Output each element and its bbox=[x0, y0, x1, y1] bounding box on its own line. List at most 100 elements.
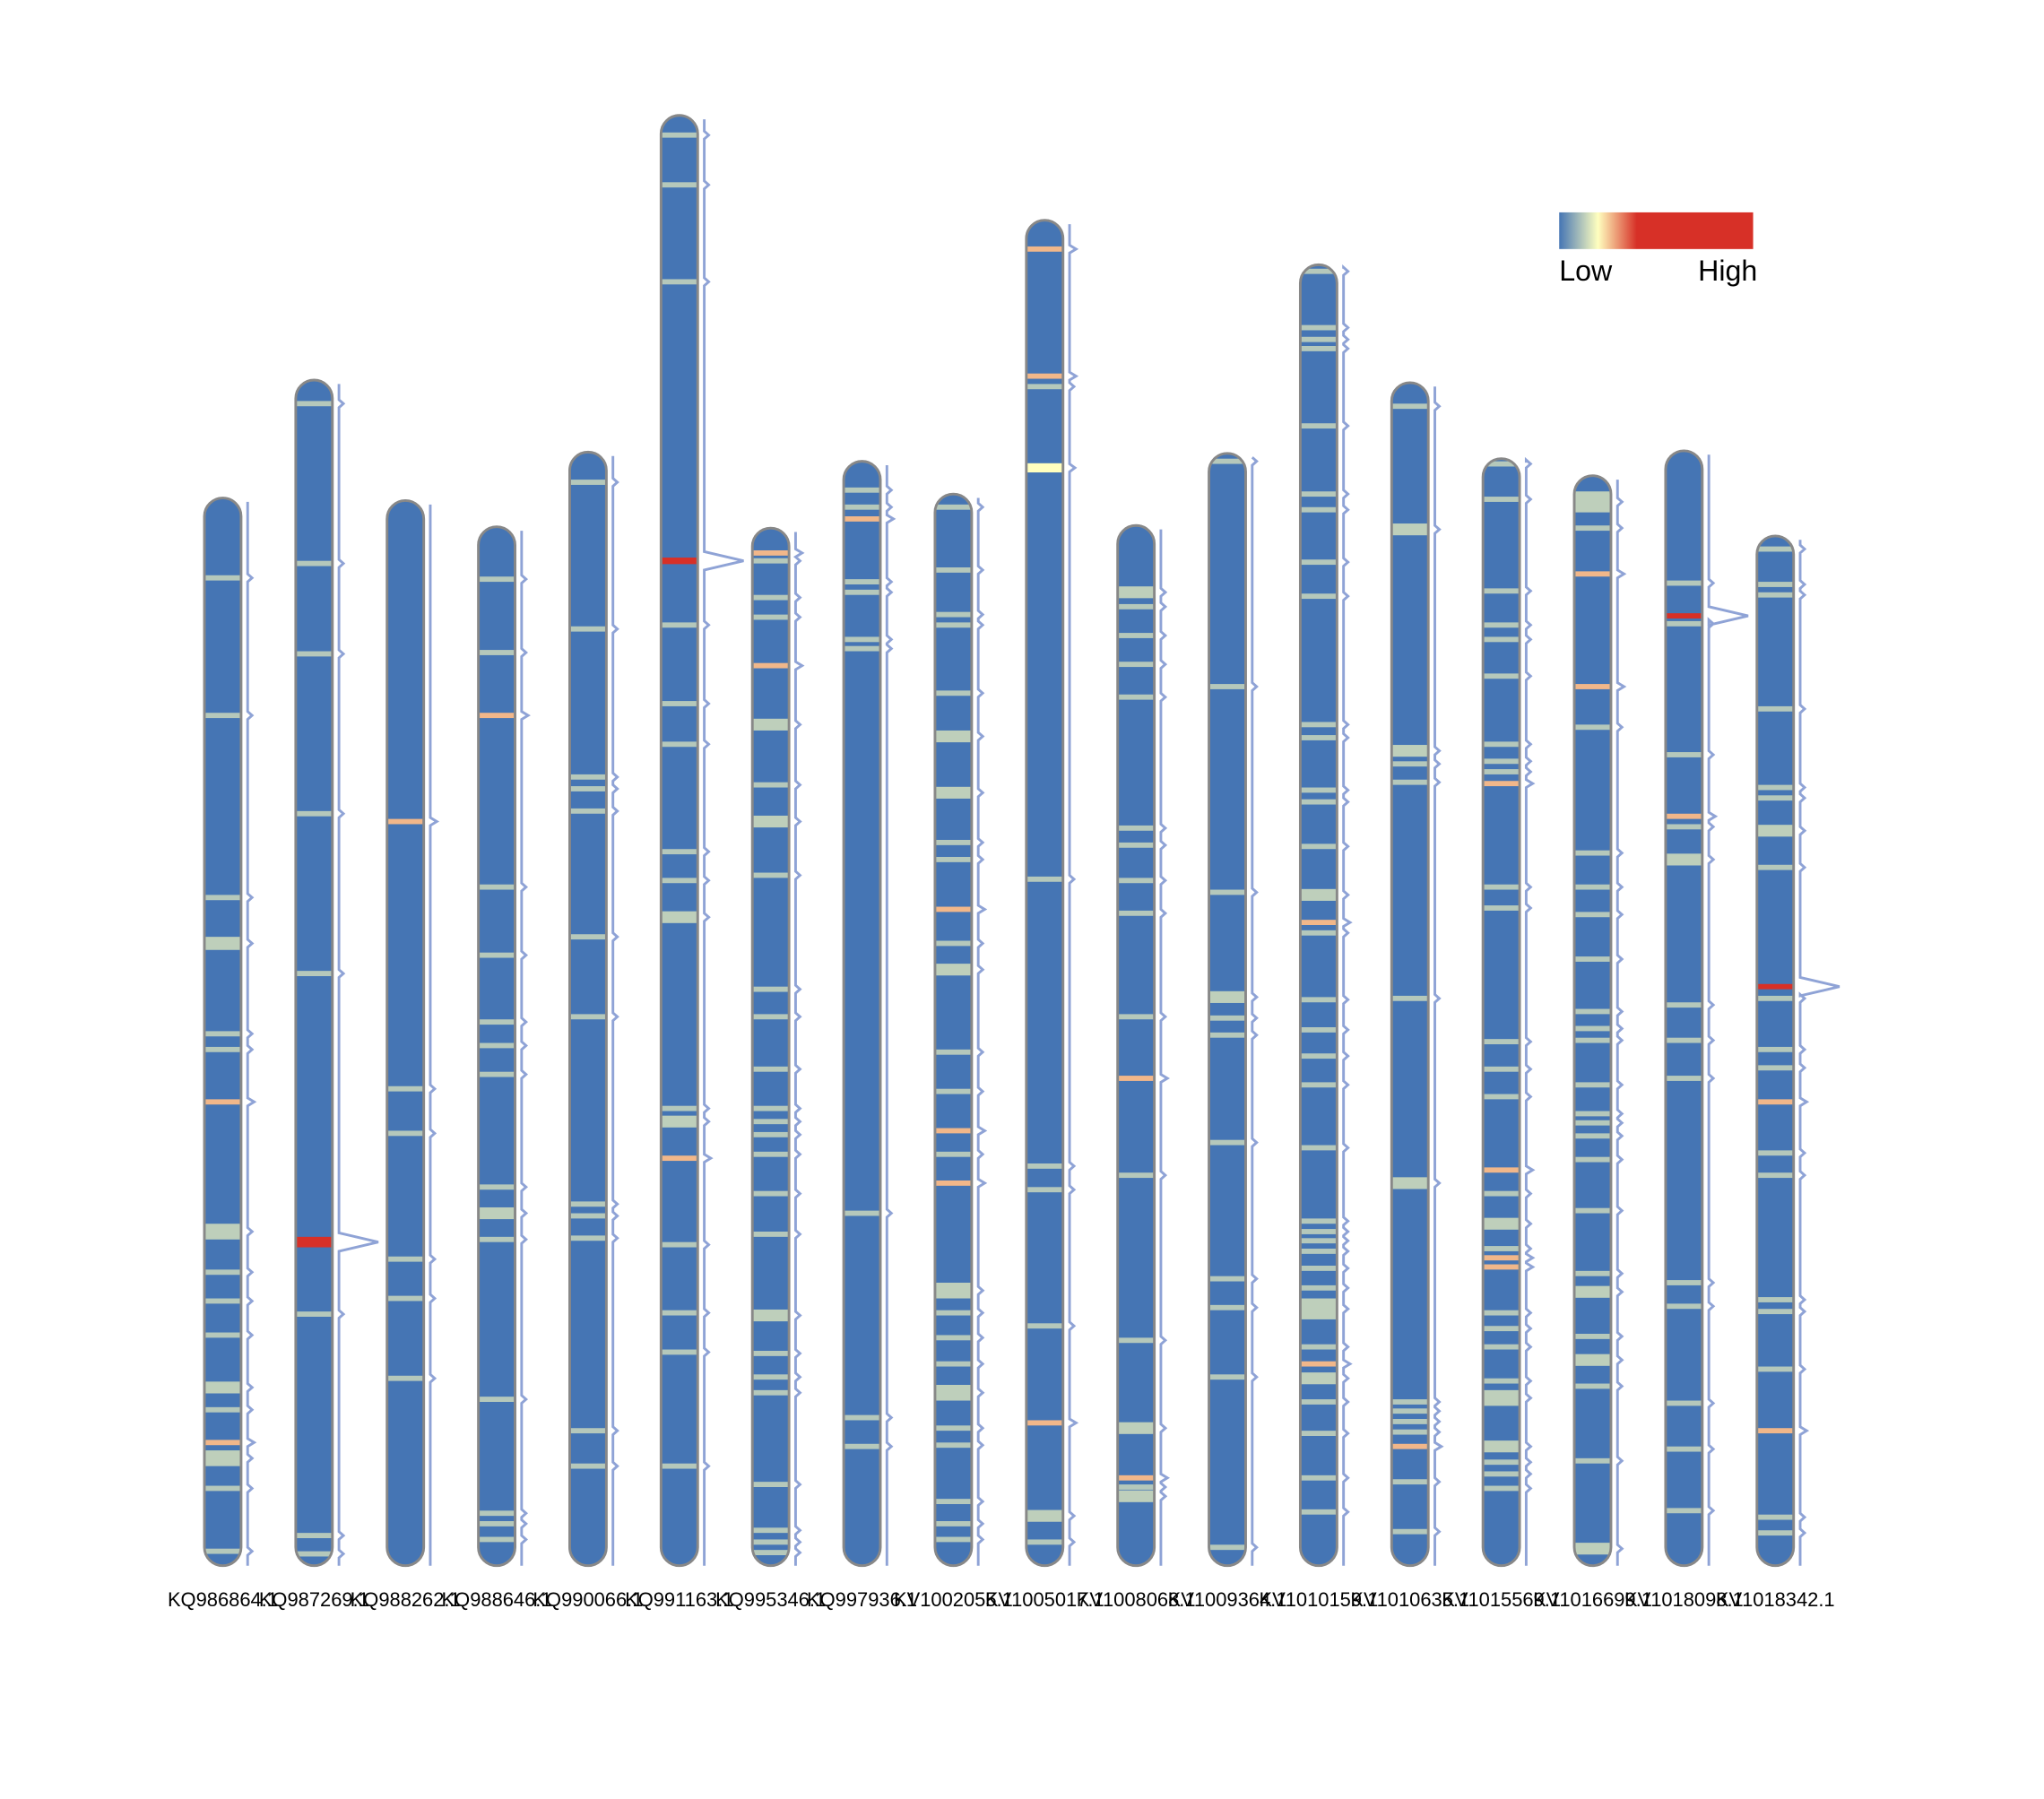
density-band bbox=[1483, 1217, 1520, 1230]
density-band bbox=[1665, 824, 1702, 830]
density-band bbox=[1574, 956, 1611, 962]
chromosome-outline bbox=[1755, 534, 1796, 1568]
band-group bbox=[661, 132, 698, 1469]
density-band bbox=[1391, 779, 1429, 785]
band-group bbox=[844, 487, 881, 1449]
density-band bbox=[204, 575, 241, 581]
chromosome: KV1009364.1 bbox=[1168, 452, 1286, 1611]
chromosome-body bbox=[1208, 453, 1246, 1566]
density-band bbox=[204, 1548, 241, 1554]
band-group bbox=[569, 480, 607, 1469]
chromosome-body bbox=[1026, 220, 1063, 1566]
chromosome: KQ988646.1 bbox=[442, 525, 552, 1611]
density-band bbox=[1483, 758, 1520, 765]
density-band bbox=[1300, 1344, 1338, 1350]
density-band bbox=[1300, 1298, 1338, 1319]
density-band bbox=[1391, 403, 1429, 410]
chromosome-label: KV1002055.1 bbox=[894, 1588, 1013, 1611]
density-band bbox=[752, 1066, 790, 1072]
band-group bbox=[1300, 268, 1338, 1515]
density-band bbox=[1756, 795, 1794, 801]
density-band bbox=[752, 1389, 790, 1396]
density-band bbox=[1300, 506, 1338, 513]
density-band bbox=[1665, 1002, 1702, 1008]
density-band bbox=[1483, 769, 1520, 774]
density-band bbox=[295, 810, 333, 817]
density-band bbox=[844, 487, 881, 493]
density-band bbox=[1300, 1475, 1338, 1481]
density-band bbox=[1391, 995, 1429, 1001]
density-band bbox=[934, 786, 972, 799]
density-band bbox=[569, 1213, 607, 1219]
density-band bbox=[1300, 930, 1338, 936]
chromosome: KQ987269.1 bbox=[259, 378, 379, 1611]
density-band bbox=[661, 1155, 698, 1162]
density-band bbox=[1483, 622, 1520, 628]
density-band bbox=[1391, 523, 1429, 536]
density-band bbox=[1574, 1270, 1611, 1276]
density-marker-line bbox=[885, 464, 896, 1566]
density-band bbox=[1300, 336, 1338, 342]
density-band bbox=[204, 1440, 241, 1446]
density-band bbox=[1483, 461, 1520, 467]
density-marker-line bbox=[1068, 224, 1079, 1566]
density-band bbox=[1756, 1530, 1794, 1536]
density-band bbox=[1300, 593, 1338, 600]
chromosome-label: KV1010159.1 bbox=[1260, 1588, 1379, 1611]
density-band bbox=[478, 576, 515, 583]
density-band bbox=[752, 1190, 790, 1197]
density-band bbox=[1117, 1475, 1155, 1481]
density-band bbox=[1391, 745, 1429, 757]
density-marker-line bbox=[703, 119, 744, 1566]
density-band bbox=[1300, 559, 1338, 566]
band-group bbox=[386, 818, 424, 1381]
legend-low-label: Low bbox=[1559, 255, 1613, 287]
density-band bbox=[569, 808, 607, 814]
density-band bbox=[1300, 1399, 1338, 1405]
density-marker-line bbox=[1159, 529, 1171, 1566]
density-band bbox=[661, 911, 698, 923]
density-band bbox=[1756, 1172, 1794, 1179]
density-marker-line bbox=[611, 455, 619, 1566]
density-band bbox=[934, 1361, 972, 1367]
density-band bbox=[1208, 458, 1246, 464]
band-group bbox=[1026, 246, 1063, 1545]
density-band bbox=[1208, 889, 1246, 895]
density-band bbox=[1300, 920, 1338, 925]
density-band bbox=[295, 560, 333, 567]
density-band bbox=[934, 622, 972, 628]
density-band bbox=[934, 1442, 972, 1449]
density-band bbox=[1391, 761, 1429, 767]
density-band bbox=[1391, 1443, 1429, 1449]
density-band bbox=[1208, 1544, 1246, 1551]
chromosome-label: KQ997936.1 bbox=[807, 1588, 917, 1611]
density-marker-line bbox=[1798, 540, 1840, 1566]
density-band bbox=[1300, 1229, 1338, 1234]
density-band bbox=[1483, 1389, 1520, 1406]
density-band bbox=[1483, 1326, 1520, 1332]
density-band bbox=[478, 952, 515, 958]
density-band bbox=[844, 504, 881, 510]
density-band bbox=[661, 622, 698, 628]
density-band bbox=[478, 1536, 515, 1543]
chromosome: KV1010159.1 bbox=[1260, 263, 1379, 1611]
density-band bbox=[1208, 990, 1246, 1003]
density-band bbox=[934, 1425, 972, 1431]
density-band bbox=[1208, 1139, 1246, 1146]
density-band bbox=[1117, 603, 1155, 610]
density-band bbox=[1300, 491, 1338, 497]
density-band bbox=[934, 1088, 972, 1094]
chromosome: KV1015569.1 bbox=[1442, 456, 1561, 1611]
density-band bbox=[569, 1201, 607, 1207]
density-band bbox=[478, 1521, 515, 1527]
density-band bbox=[1756, 1297, 1794, 1302]
density-band bbox=[1026, 246, 1063, 252]
chromosome-outline bbox=[933, 492, 974, 1568]
density-band bbox=[844, 579, 881, 584]
density-band bbox=[204, 1450, 241, 1466]
density-marker-line bbox=[1524, 456, 1536, 1566]
density-band bbox=[204, 1031, 241, 1037]
density-band bbox=[478, 1510, 515, 1517]
density-band bbox=[204, 1269, 241, 1276]
